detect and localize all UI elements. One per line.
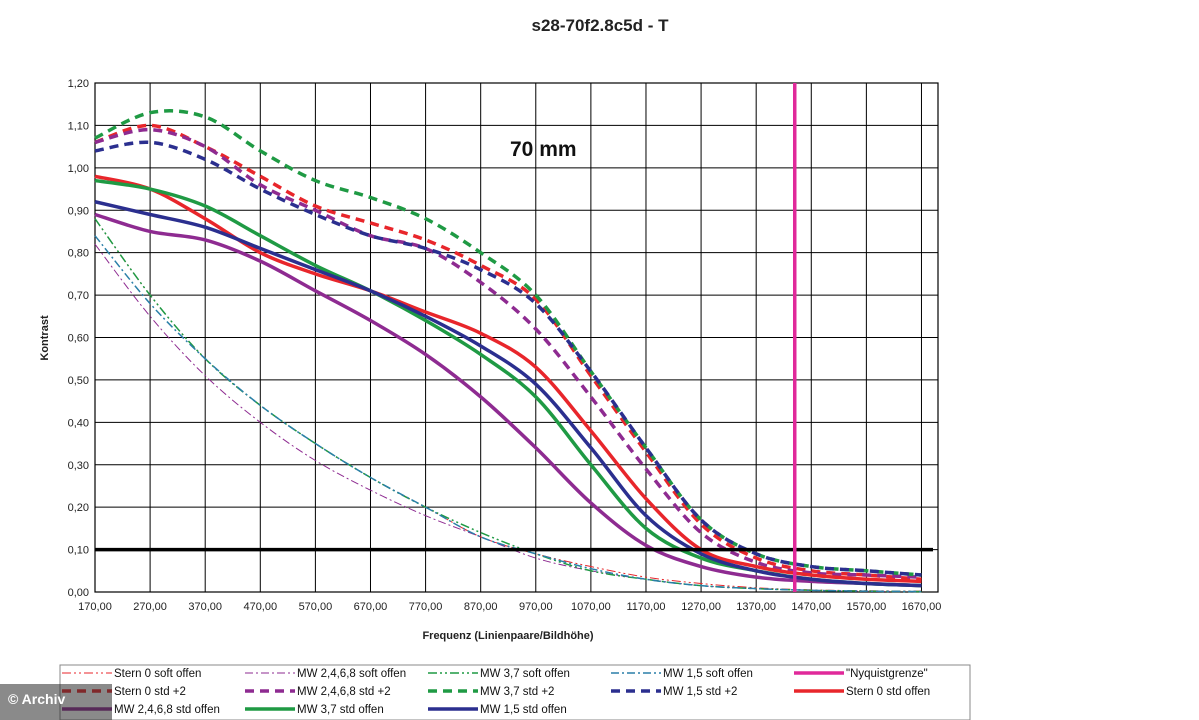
y-tick-label: 1,10 bbox=[68, 120, 89, 132]
x-tick-label: 370,00 bbox=[188, 601, 222, 613]
y-tick-label: 0,20 bbox=[68, 502, 89, 514]
legend: Stern 0 soft offen MW 2,4,6,8 soft offen M… bbox=[59, 664, 971, 720]
legend-entry-label: MW 3,7 std offen bbox=[297, 704, 384, 716]
x-ticks: 170,00 270,00 370,00 470,00 570,00 670,00 770,… bbox=[78, 601, 941, 613]
legend-entry-label: Stern 0 std +2 bbox=[114, 686, 186, 698]
y-tick-label: 0,30 bbox=[68, 460, 89, 472]
legend-entry-label: MW 1,5 soft offen bbox=[663, 668, 753, 680]
x-tick-label: 1170,00 bbox=[627, 601, 666, 613]
series-line-11 bbox=[94, 200, 922, 588]
x-tick-label: 1270,00 bbox=[681, 601, 721, 613]
x-tick-label: 1670,00 bbox=[902, 601, 942, 613]
x-tick-label: 1070,00 bbox=[571, 601, 611, 613]
y-tick-label: 0,70 bbox=[68, 290, 89, 302]
x-tick-label: 770,00 bbox=[409, 601, 443, 613]
x-tick-label: 570,00 bbox=[299, 601, 333, 613]
y-tick-label: 0,80 bbox=[68, 248, 89, 260]
y-tick-label: 0,00 bbox=[68, 587, 89, 599]
legend-entry-label: MW 2,4,6,8 std +2 bbox=[297, 686, 391, 698]
legend-entry-label: MW 1,5 std +2 bbox=[663, 686, 737, 698]
legend-entry-label: MW 3,7 soft offen bbox=[480, 668, 570, 680]
legend-entry-label: MW 2,4,6,8 soft offen bbox=[297, 668, 406, 680]
y-tick-label: 1,20 bbox=[68, 78, 89, 90]
series-line-2 bbox=[94, 218, 922, 593]
x-tick-label: 1370,00 bbox=[736, 601, 776, 613]
focal-length-annotation: 70 mm bbox=[510, 138, 577, 161]
x-axis-label: Frequenz (Linienpaare/Bildhöhe) bbox=[422, 630, 593, 642]
watermark-text: © Archiv bbox=[8, 691, 65, 707]
x-tick-label: 1470,00 bbox=[791, 601, 831, 613]
y-tick-label: 1,00 bbox=[68, 163, 89, 175]
watermark: © Archiv bbox=[0, 684, 112, 720]
series-line-3 bbox=[94, 235, 922, 593]
y-ticks: 0,00 0,10 0,20 0,30 0,40 0,50 0,60 0,70 0,80 0,90… bbox=[68, 78, 89, 599]
x-tick-label: 170,00 bbox=[78, 601, 112, 613]
legend-entry-label: MW 2,4,6,8 std offen bbox=[114, 704, 220, 716]
series-line-5 bbox=[94, 127, 922, 579]
x-tick-label: 270,00 bbox=[133, 601, 167, 613]
y-axis-label: Kontrast bbox=[39, 315, 51, 361]
legend-entry-label: "Nyquistgrenze" bbox=[846, 668, 928, 680]
legend-entry-label: Stern 0 soft offen bbox=[114, 668, 201, 680]
watermark-background bbox=[0, 684, 112, 720]
series-line-9 bbox=[94, 212, 922, 588]
x-tick-label: 970,00 bbox=[519, 601, 553, 613]
series-line-4 bbox=[94, 123, 922, 582]
series-lines bbox=[94, 83, 933, 593]
y-tick-label: 0,10 bbox=[68, 545, 89, 557]
legend-entry-label: MW 3,7 std +2 bbox=[480, 686, 554, 698]
legend-entry-label: MW 1,5 std offen bbox=[480, 704, 567, 716]
y-tick-label: 0,60 bbox=[68, 333, 89, 345]
y-tick-label: 0,40 bbox=[68, 417, 89, 429]
chart-title: s28-70f2.8c5d - T bbox=[531, 16, 669, 35]
series-line-7 bbox=[94, 140, 922, 577]
x-tick-label: 1570,00 bbox=[846, 601, 886, 613]
x-tick-label: 470,00 bbox=[243, 601, 277, 613]
y-tick-label: 0,50 bbox=[68, 375, 89, 387]
legend-entry-label: Stern 0 std offen bbox=[846, 686, 930, 698]
x-tick-label: 670,00 bbox=[354, 601, 388, 613]
y-tick-label: 0,90 bbox=[68, 205, 89, 217]
x-tick-label: 870,00 bbox=[464, 601, 498, 613]
